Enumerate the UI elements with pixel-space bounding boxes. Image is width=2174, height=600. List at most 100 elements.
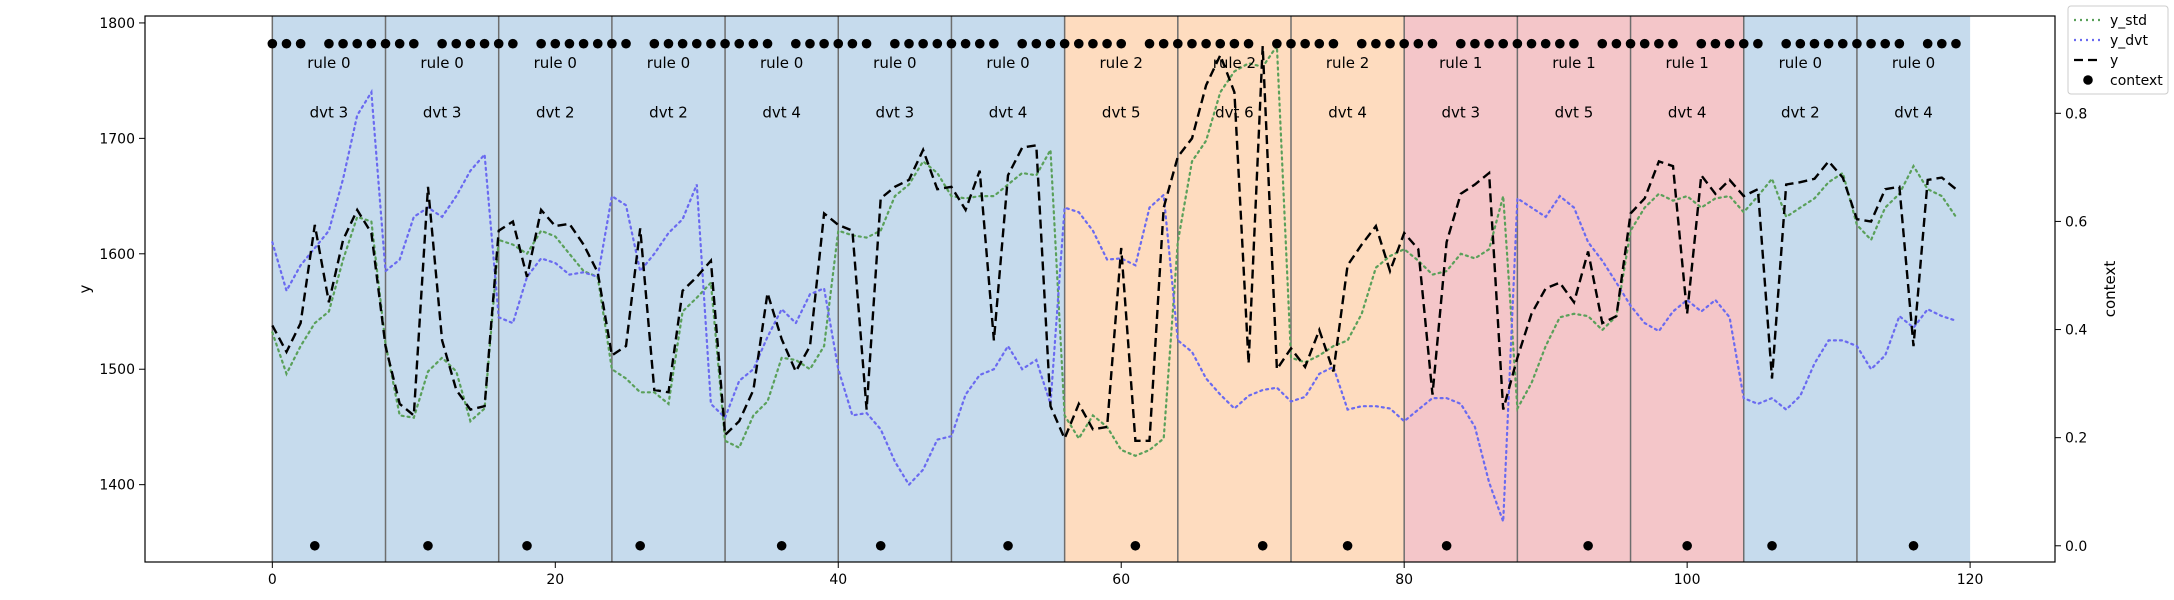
context-marker — [635, 540, 645, 551]
context-marker — [1625, 38, 1636, 49]
context-marker — [1922, 38, 1933, 49]
segment-dvt-label: dvt 3 — [310, 103, 349, 121]
context-marker — [479, 38, 490, 49]
rule-band-5 — [838, 16, 952, 562]
context-marker — [720, 38, 730, 49]
context-marker — [1682, 540, 1692, 551]
context-marker — [1441, 540, 1452, 551]
context-marker — [1045, 38, 1056, 49]
context-marker — [324, 38, 334, 49]
segment-rule-label: rule 2 — [1100, 54, 1143, 72]
context-marker — [1243, 38, 1254, 49]
rule-band-7 — [1064, 16, 1178, 562]
legend-label: y_dvt — [2110, 33, 2148, 49]
rule-band-14 — [1856, 16, 1971, 562]
segment-dvt-label: dvt 5 — [1555, 103, 1594, 121]
context-marker — [309, 540, 320, 551]
context-marker — [791, 38, 801, 49]
legend-label: y — [2110, 53, 2118, 69]
x-tick-label: 100 — [1674, 572, 1701, 588]
context-marker — [592, 38, 603, 49]
context-marker — [1937, 38, 1947, 49]
context-marker — [409, 38, 419, 49]
context-marker — [1356, 38, 1367, 49]
context-marker — [564, 38, 575, 49]
context-tick-label: 0.6 — [2065, 214, 2087, 230]
segment-rule-label: rule 0 — [307, 54, 350, 72]
series-line-y — [271, 45, 1957, 442]
context-marker — [536, 38, 546, 49]
context-marker — [1144, 38, 1155, 49]
series-lines — [271, 42, 1958, 522]
context-marker — [578, 38, 589, 49]
context-marker — [663, 38, 674, 49]
rule-band-12 — [1630, 16, 1744, 562]
context-marker — [1583, 540, 1593, 551]
context-marker — [890, 38, 900, 49]
context-marker — [437, 38, 447, 49]
context-marker — [946, 38, 957, 49]
context-marker — [1187, 38, 1197, 49]
segment-dvt-label: dvt 3 — [423, 103, 462, 121]
context-tick-label: 0.2 — [2065, 431, 2087, 447]
context-marker — [1413, 38, 1424, 49]
context-marker — [1611, 38, 1622, 49]
context-marker — [1540, 38, 1551, 49]
context-marker — [1059, 38, 1070, 49]
context-marker — [1031, 38, 1042, 49]
context-marker — [1668, 38, 1678, 49]
context-marker — [1795, 38, 1806, 49]
context-marker — [833, 38, 844, 49]
context-marker — [1597, 38, 1608, 49]
context-marker — [706, 38, 716, 49]
context-marker — [394, 38, 405, 49]
context-marker — [1767, 540, 1777, 551]
context-marker — [1328, 38, 1339, 49]
segment-rule-label: rule 0 — [873, 54, 916, 72]
context-marker — [1852, 38, 1862, 49]
context-marker — [819, 38, 829, 49]
x-tick-label: 0 — [268, 572, 277, 588]
context-marker — [1314, 38, 1325, 49]
legend-box — [2067, 5, 2169, 95]
context-marker — [1399, 38, 1409, 49]
context-marker — [1102, 38, 1112, 49]
context-marker — [1215, 38, 1226, 49]
context-marker — [1894, 38, 1905, 49]
plot-frame — [144, 15, 2056, 563]
context-marker — [960, 38, 971, 49]
context-marker — [1809, 38, 1820, 49]
context-marker — [1837, 38, 1848, 49]
context-marker — [1781, 38, 1791, 49]
segment-rule-label: rule 0 — [420, 54, 463, 72]
context-marker — [366, 38, 377, 49]
context-marker — [338, 38, 348, 49]
segment-dvt-label: dvt 4 — [989, 103, 1028, 121]
context-marker — [861, 38, 872, 49]
segment-rule-label: rule 0 — [986, 54, 1029, 72]
context-marker — [1908, 540, 1919, 551]
context-marker — [1173, 38, 1183, 49]
segment-dvt-label: dvt 2 — [649, 103, 688, 121]
x-tick-label: 40 — [829, 572, 847, 588]
context-marker — [1130, 540, 1141, 551]
context-markers — [267, 38, 1961, 551]
context-marker — [649, 38, 660, 49]
x-tick-label: 80 — [1395, 572, 1413, 588]
rule-band-13 — [1743, 16, 1857, 562]
context-tick-label: 0.0 — [2065, 539, 2087, 555]
context-marker — [1866, 38, 1876, 49]
context-marker — [1158, 38, 1169, 49]
context-marker — [352, 38, 363, 49]
context-marker — [1201, 38, 1211, 49]
context-marker — [1073, 38, 1084, 49]
context-marker — [762, 38, 773, 49]
segment-rule-label: rule 0 — [647, 54, 690, 72]
context-marker — [1003, 540, 1013, 551]
segment-rule-label: rule 0 — [1779, 54, 1822, 72]
context-marker — [465, 38, 476, 49]
context-marker — [1088, 38, 1098, 49]
context-marker — [1696, 38, 1707, 49]
segment-dvt-label: dvt 3 — [876, 103, 915, 121]
